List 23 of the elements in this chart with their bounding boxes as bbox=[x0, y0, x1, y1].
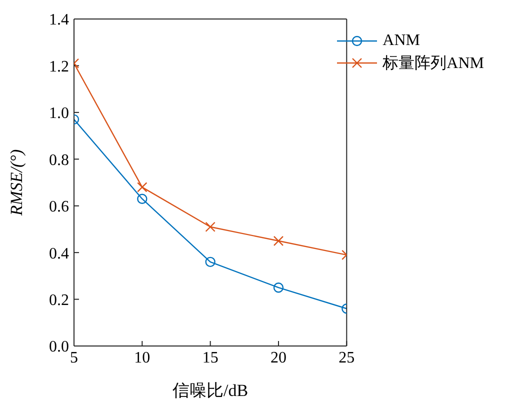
legend-label: 标量阵列ANM bbox=[382, 54, 484, 74]
x-axis-title: 信噪比/dB bbox=[172, 381, 248, 400]
y-tick-label: 1.2 bbox=[49, 58, 69, 76]
point bbox=[205, 256, 216, 268]
y-tick-label: 0.4 bbox=[49, 245, 69, 262]
y-tick-label: 1.0 bbox=[49, 105, 69, 122]
y-tick-label: 1.4 bbox=[49, 12, 69, 29]
y-axis-title: RMSE/(°) bbox=[7, 149, 26, 217]
y-tick-label: 0.2 bbox=[49, 292, 69, 309]
legend-label: ANM bbox=[382, 32, 420, 50]
x-tick-label: 20 bbox=[270, 349, 286, 366]
point bbox=[273, 236, 284, 246]
point bbox=[137, 194, 148, 204]
point bbox=[205, 222, 216, 232]
x-tick-label: 15 bbox=[202, 349, 218, 366]
y-tick-label: 0.8 bbox=[49, 152, 69, 169]
point bbox=[273, 282, 284, 293]
point bbox=[137, 182, 148, 192]
y-tick-label: 0.0 bbox=[49, 338, 69, 356]
y-tick-label: 0.6 bbox=[49, 198, 69, 216]
x-tick-label: 25 bbox=[338, 349, 355, 366]
x-tick-label: 10 bbox=[134, 349, 150, 366]
x-tick-label: 5 bbox=[70, 349, 78, 366]
